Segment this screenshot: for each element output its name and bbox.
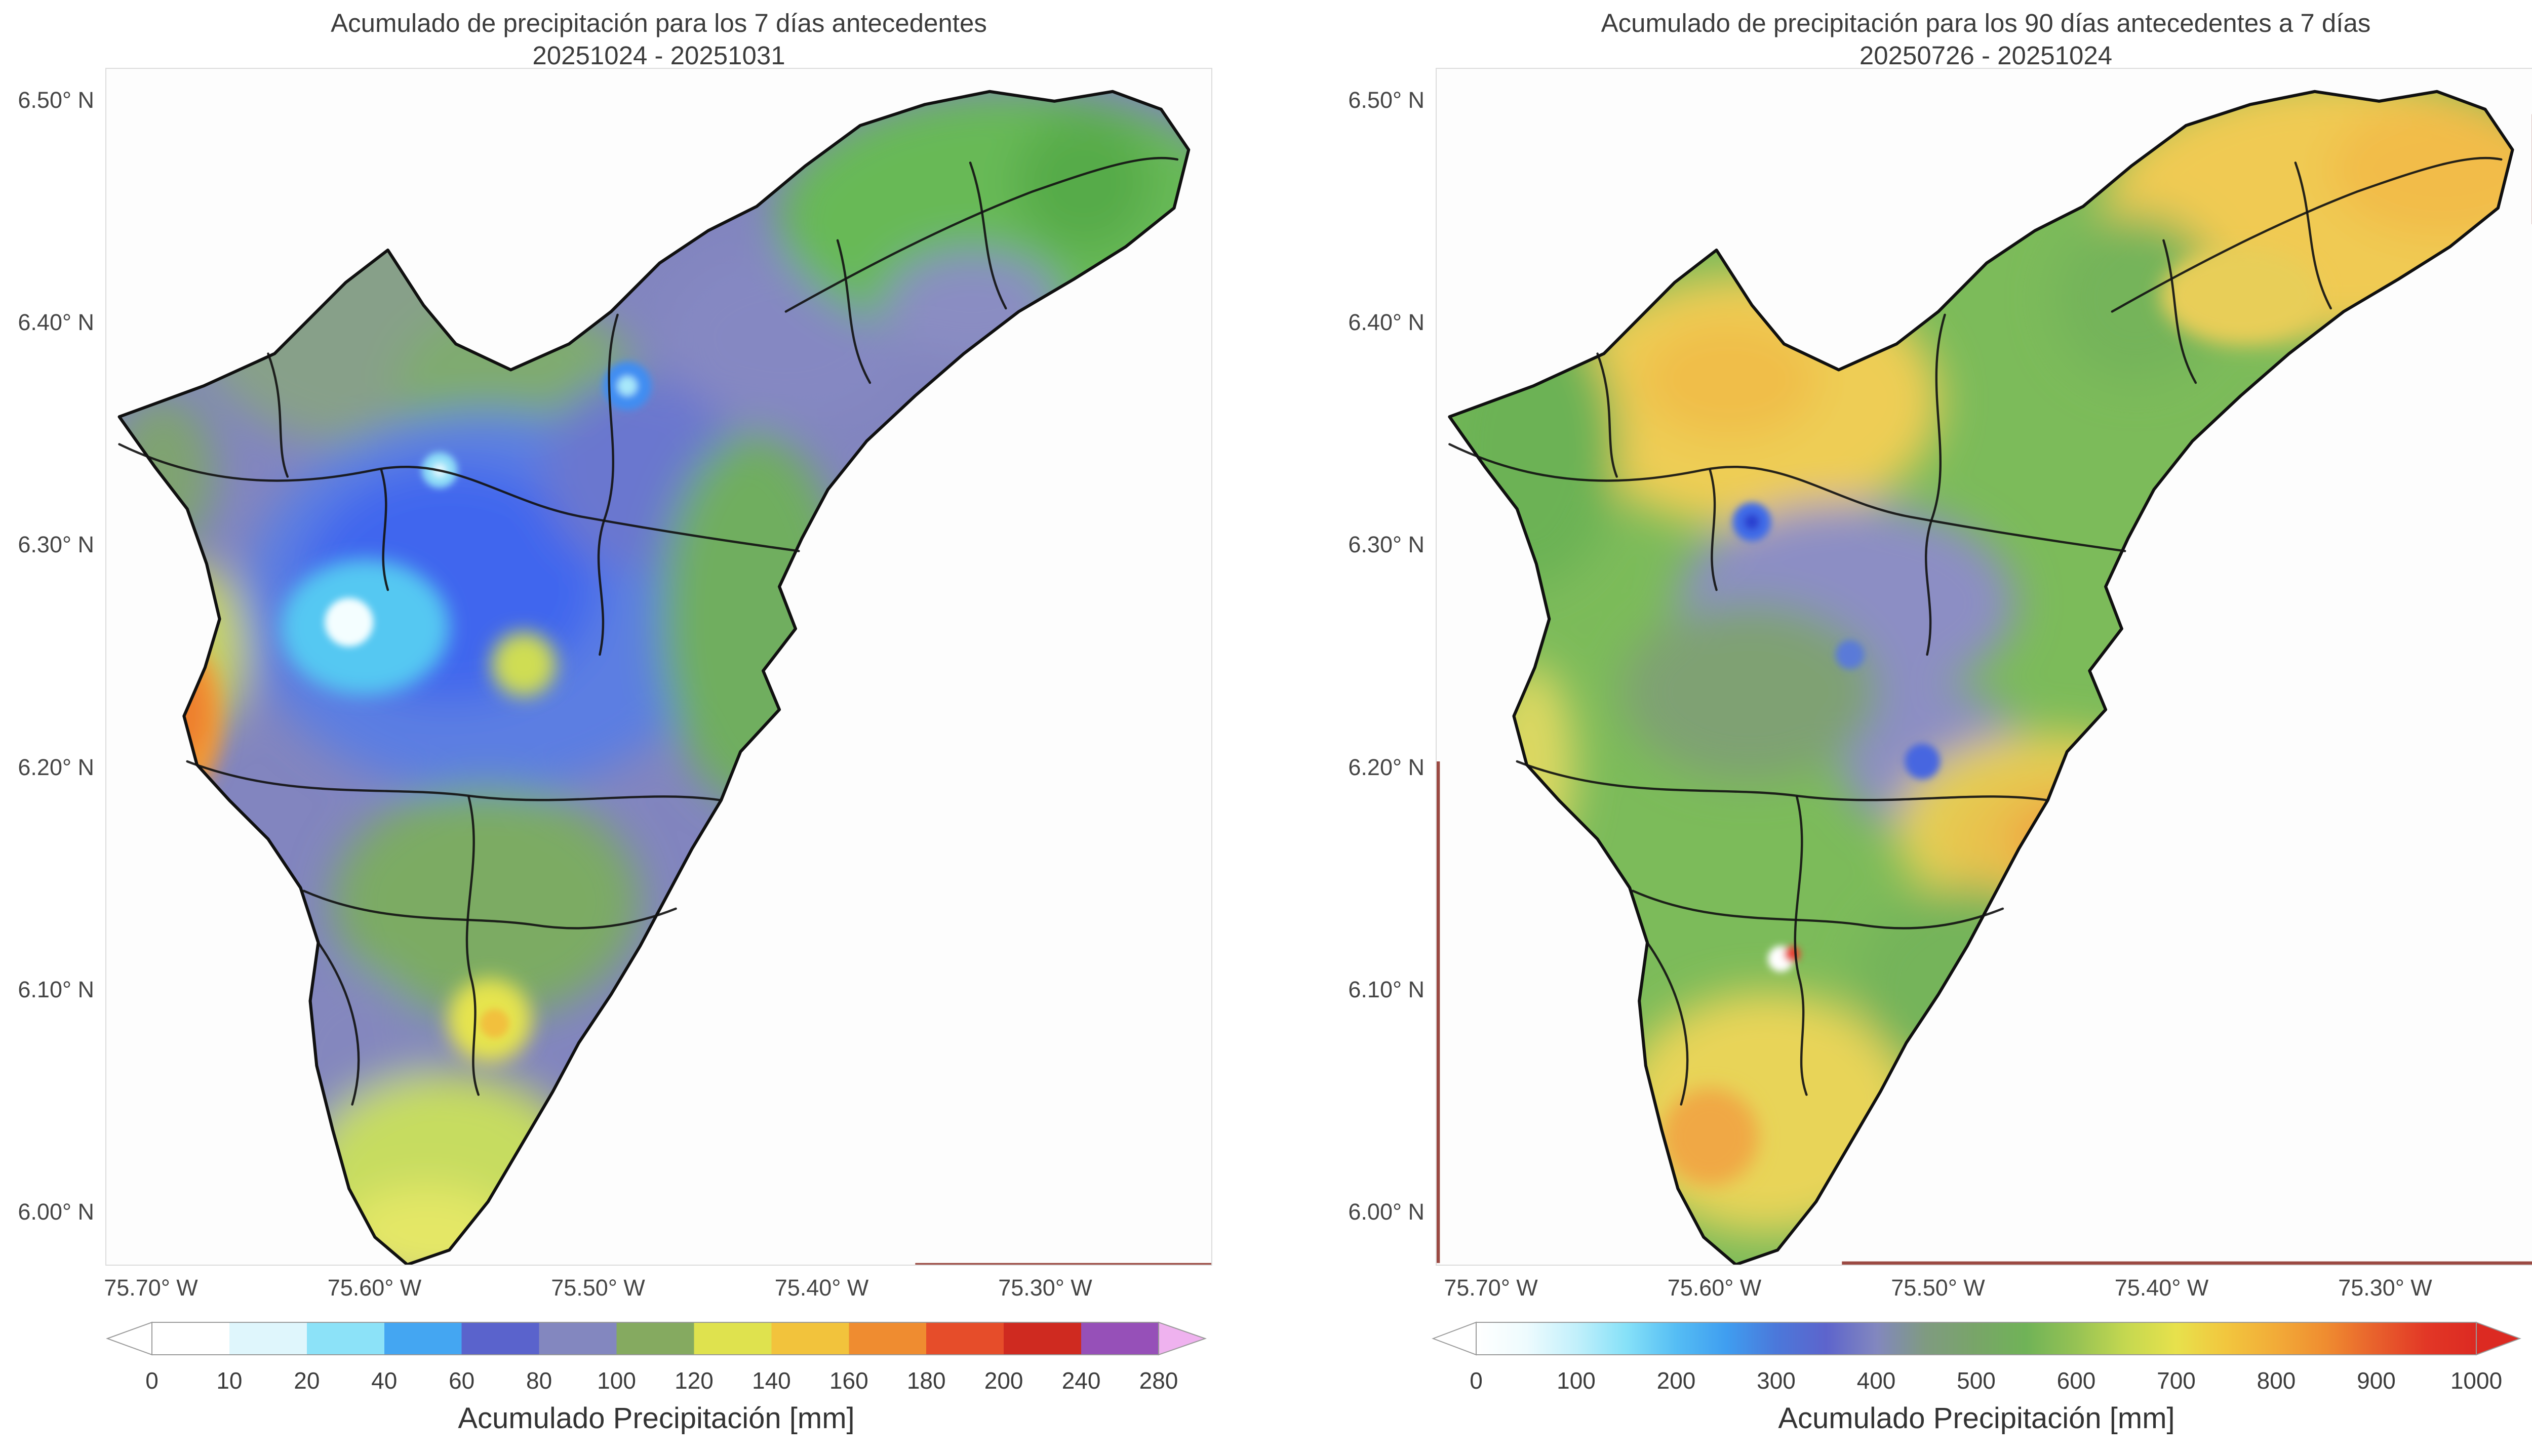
axis-tick-label: 800: [2257, 1367, 2296, 1394]
region-outline: [117, 90, 1191, 1265]
axis-tick-label: 75.40° W: [774, 1275, 869, 1301]
axis-tick-label: 0: [145, 1367, 159, 1394]
axis-tick-label: 200: [1656, 1367, 1696, 1394]
colorbar-over-arrow: [2476, 1321, 2521, 1356]
axis-tick-label: 6.20° N: [18, 754, 94, 780]
axis-tick-label: 75.30° W: [2338, 1275, 2432, 1301]
axis-tick-label: 160: [829, 1367, 868, 1394]
axis-tick-label: 6.20° N: [1348, 754, 1425, 780]
axis-tick-label: 60: [449, 1367, 475, 1394]
axis-tick-label: 300: [1757, 1367, 1796, 1394]
axis-tick-label: 120: [675, 1367, 714, 1394]
panel1-map-7d: [105, 68, 1212, 1266]
axis-tick-label: 240: [1061, 1367, 1101, 1394]
colorbar-over-arrow: [1158, 1321, 1207, 1356]
colorbar-gradient-bar: [1476, 1322, 2477, 1355]
panel1-title-line2: 20251024 - 20251031: [532, 41, 785, 70]
axis-tick-label: 75.30° W: [998, 1275, 1092, 1301]
axis-tick-label: 400: [1856, 1367, 1896, 1394]
panel2-title: Acumulado de precipitación para los 90 d…: [1436, 7, 2532, 72]
axis-tick-label: 6.00° N: [18, 1199, 94, 1225]
colorbar-under-arrow: [1432, 1321, 1477, 1356]
panel1-x-axis-ticks: 75.70° W 75.60° W 75.50° W 75.40° W 75.30° W: [104, 1275, 1092, 1305]
axis-tick-label: 75.70° W: [104, 1275, 198, 1301]
axis-tick-label: 500: [1957, 1367, 1996, 1394]
precipitation-field-7d: [119, 91, 1189, 1265]
axis-tick-label: 40: [371, 1367, 398, 1394]
panel2-map-90d: [1436, 68, 2532, 1266]
colorbar-7d-ticks: 0 10 20 40 60 80 100 120 140 160 180 200 240 280: [145, 1367, 1178, 1395]
axis-tick-label: 10: [216, 1367, 243, 1394]
axis-tick-label: 180: [906, 1367, 946, 1394]
axis-tick-label: 6.40° N: [18, 309, 94, 336]
axis-tick-label: 900: [2357, 1367, 2396, 1394]
axis-tick-label: 0: [1470, 1367, 1483, 1394]
axis-tick-label: 75.50° W: [1891, 1275, 1985, 1301]
axis-tick-label: 6.10° N: [1348, 976, 1425, 1002]
axis-tick-label: 100: [1557, 1367, 1596, 1394]
panel2-title-line1: Acumulado de precipitación para los 90 d…: [1601, 9, 2371, 37]
panel1-title-line1: Acumulado de precipitación para los 7 dí…: [331, 9, 987, 37]
colorbar-gradient-bar: [151, 1322, 1159, 1355]
municipality-boundaries: [1448, 156, 2503, 1106]
axis-tick-label: 6.30° N: [1348, 532, 1425, 558]
axis-tick-label: 600: [2056, 1367, 2096, 1394]
axis-tick-label: 6.10° N: [18, 976, 94, 1002]
axis-tick-label: 6.50° N: [1348, 87, 1425, 113]
region-outline: [1448, 90, 2514, 1265]
colorbar-7d: [106, 1321, 1207, 1356]
axis-tick-label: 6.40° N: [1348, 309, 1425, 336]
colorbar-90d-ticks: 0 100 200 300 400 500 600 700 800 900 1000: [1470, 1367, 2502, 1395]
axis-tick-label: 100: [597, 1367, 636, 1394]
axis-tick-label: 6.50° N: [18, 87, 94, 113]
panel1-title: Acumulado de precipitación para los 7 dí…: [105, 7, 1212, 72]
axis-tick-label: 75.70° W: [1444, 1275, 1538, 1301]
axis-tick-label: 6.00° N: [1348, 1199, 1425, 1225]
panel2-map-canvas: [1437, 90, 2532, 1265]
axis-tick-label: 75.60° W: [1667, 1275, 1762, 1301]
panel1-map-canvas: [117, 90, 1211, 1265]
axis-tick-label: 6.30° N: [18, 532, 94, 558]
axis-tick-label: 200: [984, 1367, 1023, 1394]
colorbar-under-arrow: [106, 1321, 152, 1356]
colorbar-90d-label: Acumulado Precipitación [mm]: [1778, 1402, 2175, 1435]
panel1-y-axis-ticks: 6.50° N 6.40° N 6.30° N 6.20° N 6.10° N 6.00°…: [7, 87, 94, 1225]
panel2-x-axis-ticks: 75.70° W 75.60° W 75.50° W 75.40° W 75.30° W: [1444, 1275, 2432, 1305]
axis-tick-label: 20: [294, 1367, 320, 1394]
colorbar-90d: [1432, 1321, 2521, 1356]
precipitation-field-90d: [1449, 91, 2513, 1265]
axis-tick-label: 75.60° W: [327, 1275, 422, 1301]
panel2-title-line2: 20250726 - 20251024: [1859, 41, 2113, 70]
axis-tick-label: 140: [752, 1367, 791, 1394]
axis-tick-label: 75.40° W: [2114, 1275, 2209, 1301]
axis-tick-label: 700: [2157, 1367, 2196, 1394]
axis-tick-label: 280: [1139, 1367, 1178, 1394]
axis-tick-label: 75.50° W: [551, 1275, 645, 1301]
axis-tick-label: 80: [526, 1367, 552, 1394]
axis-tick-label: 1000: [2450, 1367, 2503, 1394]
colorbar-7d-label: Acumulado Precipitación [mm]: [458, 1402, 855, 1435]
panel2-y-axis-ticks: 6.50° N 6.40° N 6.30° N 6.20° N 6.10° N 6.00°…: [1337, 87, 1425, 1225]
municipality-boundaries: [118, 156, 1179, 1106]
